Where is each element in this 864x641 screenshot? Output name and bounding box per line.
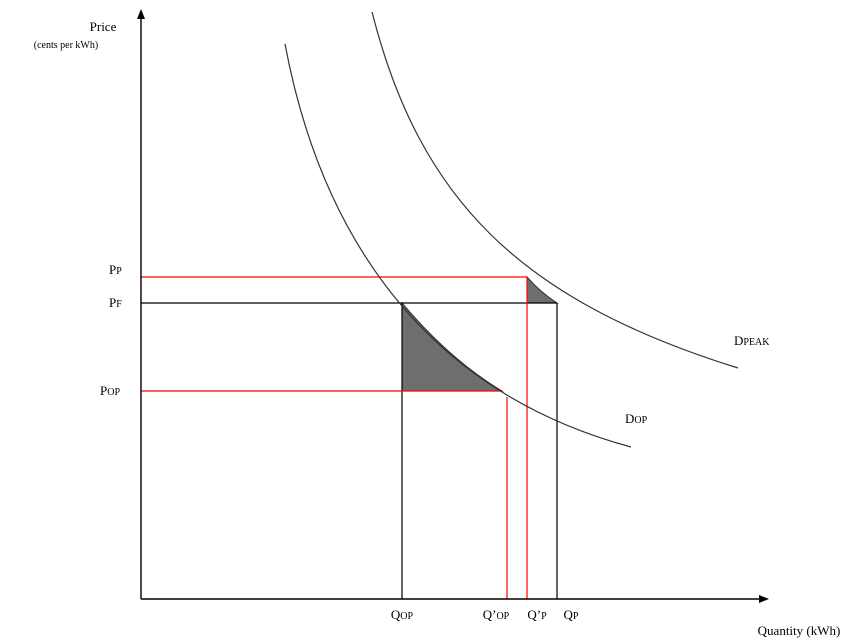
q-p-label: QP bbox=[564, 607, 579, 622]
x-axis-title: Quantity (kWh) bbox=[758, 623, 841, 638]
d-op-curve bbox=[284, 43, 632, 448]
offpeak-price-label: POP bbox=[100, 383, 120, 398]
offpeak-shaded-area bbox=[401, 301, 504, 392]
peak-shaded-area bbox=[526, 275, 559, 304]
q-op-label: QOP bbox=[391, 607, 414, 622]
q-prime-p-label: Q’P bbox=[527, 607, 547, 622]
q-prime-op-label: Q’OP bbox=[483, 607, 510, 622]
d-op-label: DOP bbox=[625, 411, 648, 426]
d-peak-label: DPEAK bbox=[734, 333, 770, 348]
d-peak-curve bbox=[371, 11, 739, 369]
flat-price-label: PF bbox=[109, 295, 122, 310]
peak-price-label: PP bbox=[109, 262, 122, 277]
y-axis-unit: (cents per kWh) bbox=[34, 40, 98, 51]
y-axis-title: Price bbox=[90, 19, 117, 34]
